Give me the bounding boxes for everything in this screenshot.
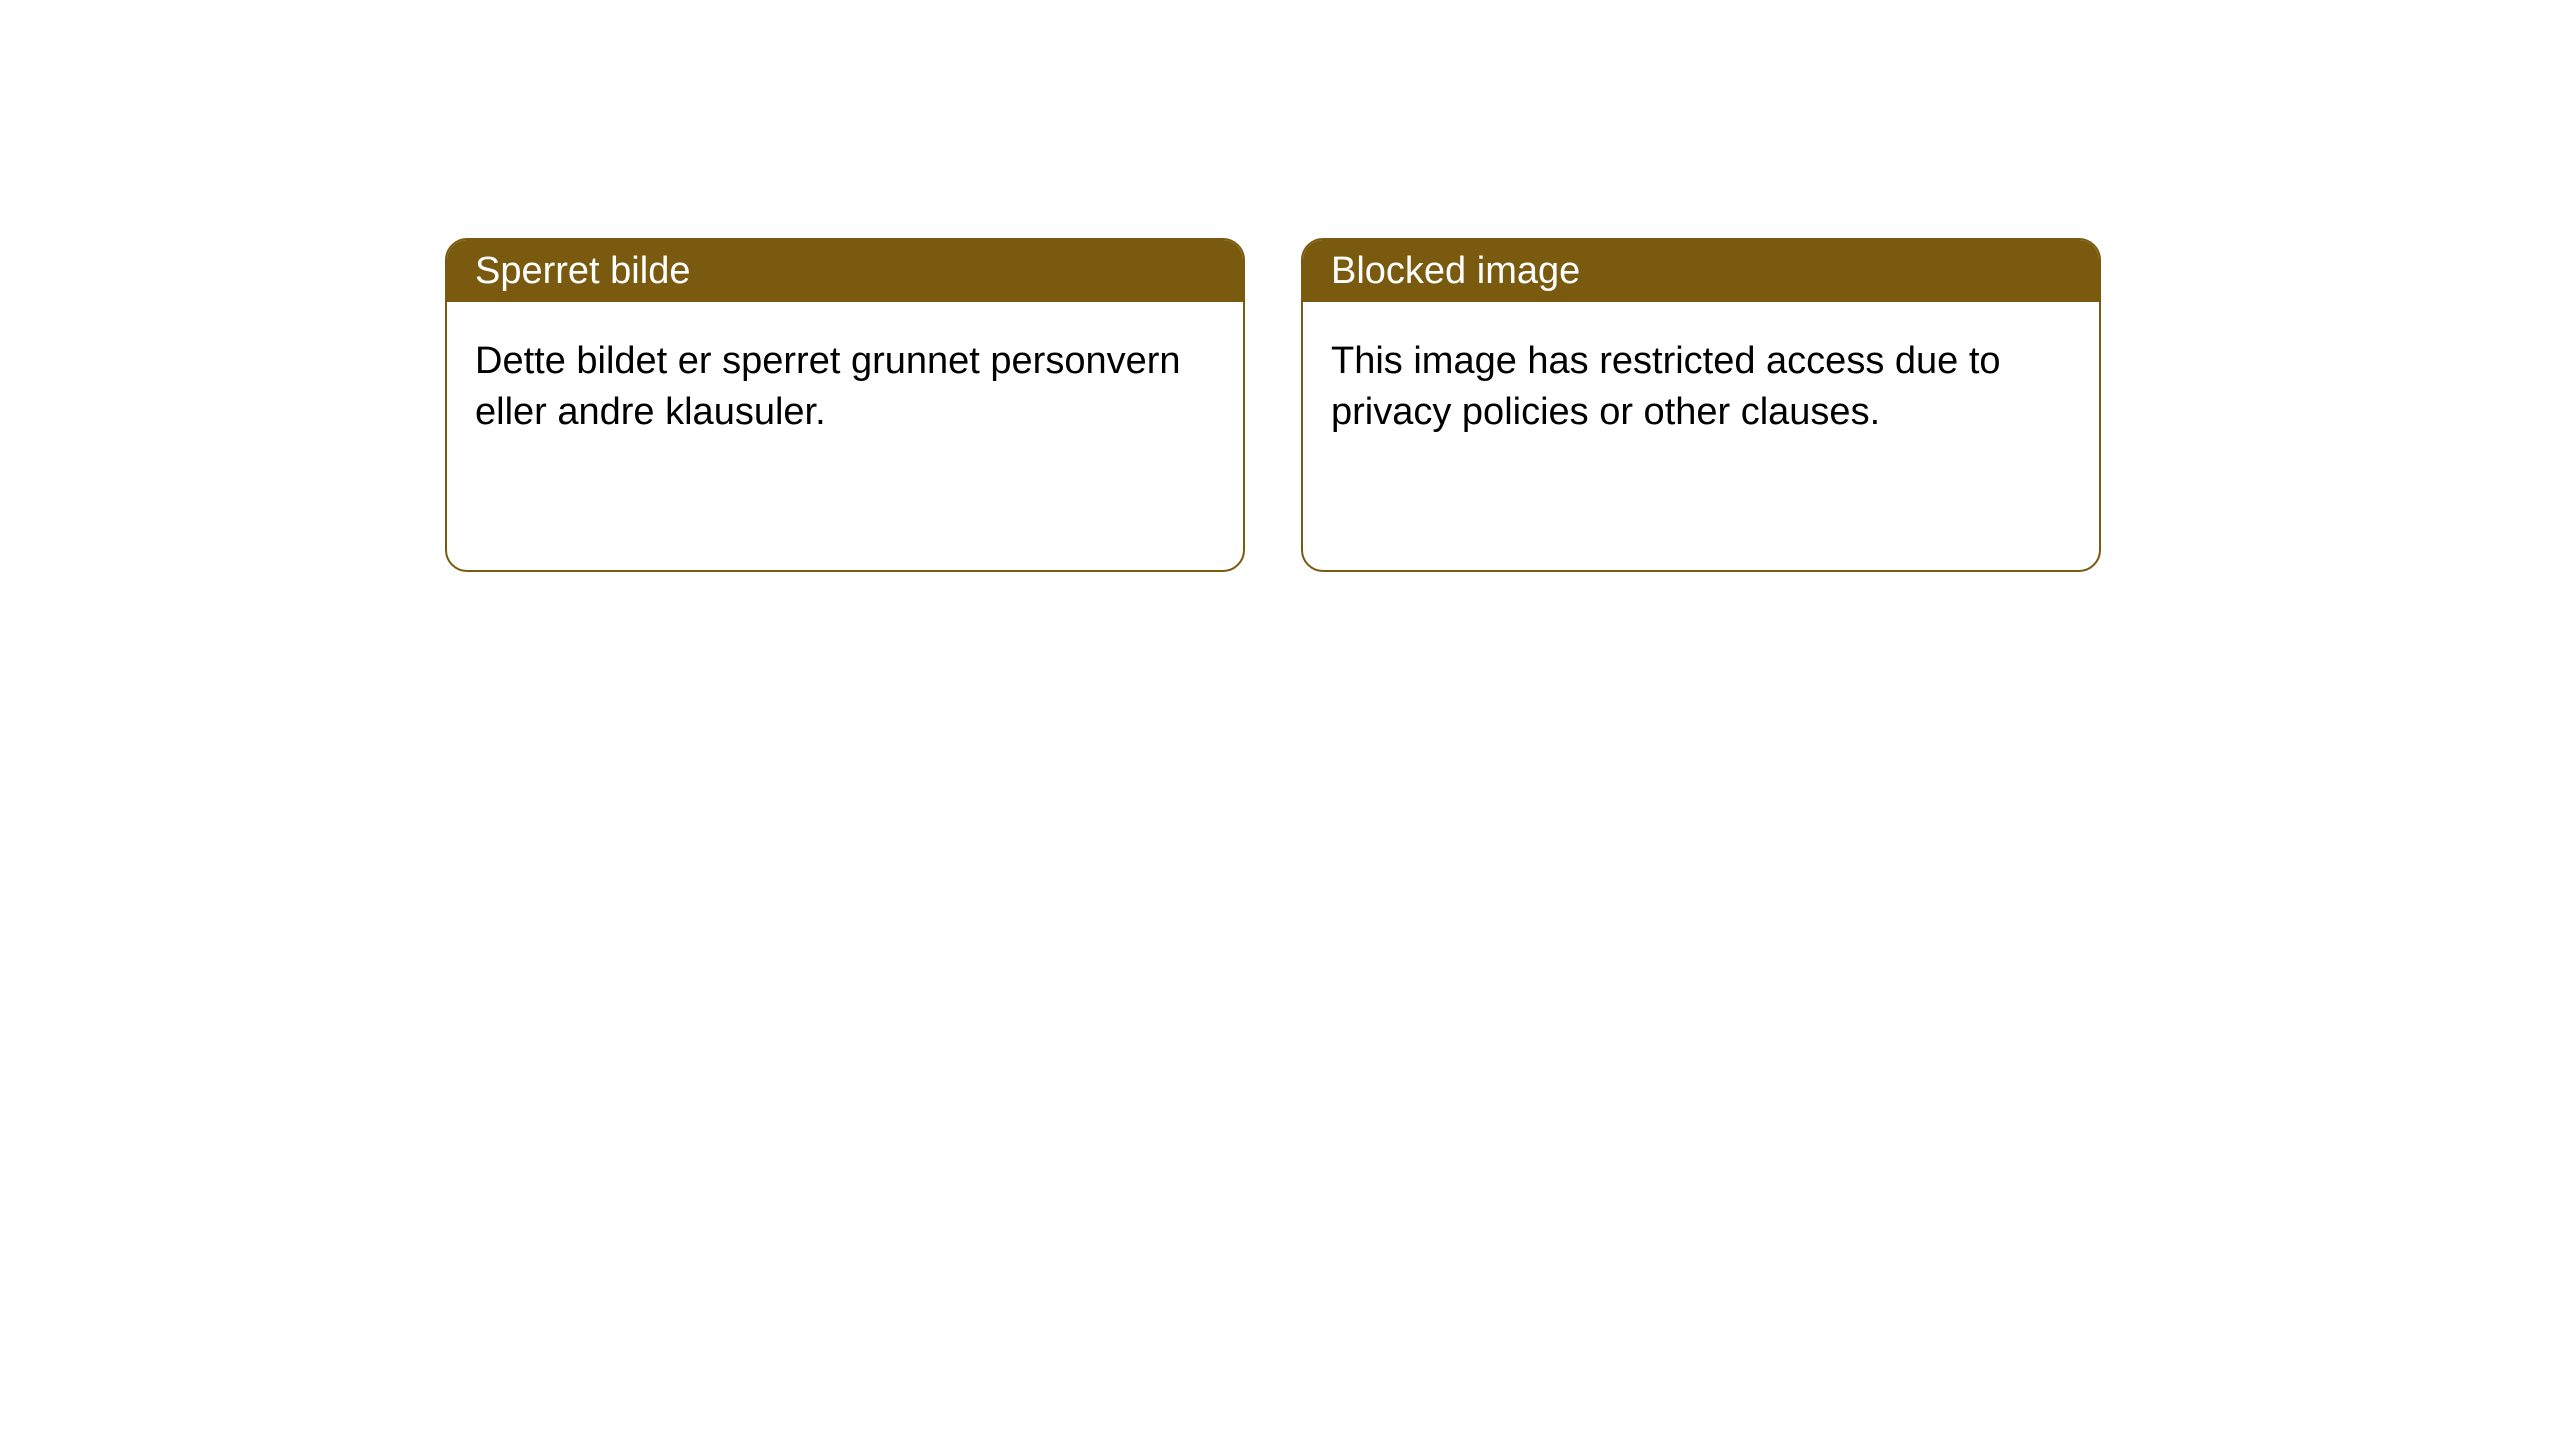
notice-card-english: Blocked image This image has restricted … xyxy=(1301,238,2101,572)
notice-body-text-english: This image has restricted access due to … xyxy=(1331,340,2001,433)
notice-title-norwegian: Sperret bilde xyxy=(475,250,690,293)
notice-header-norwegian: Sperret bilde xyxy=(447,240,1243,302)
notice-container: Sperret bilde Dette bildet er sperret gr… xyxy=(445,238,2101,572)
notice-body-norwegian: Dette bildet er sperret grunnet personve… xyxy=(447,302,1243,467)
notice-title-english: Blocked image xyxy=(1331,250,1580,293)
notice-card-norwegian: Sperret bilde Dette bildet er sperret gr… xyxy=(445,238,1245,572)
notice-header-english: Blocked image xyxy=(1303,240,2099,302)
notice-body-english: This image has restricted access due to … xyxy=(1303,302,2099,467)
notice-body-text-norwegian: Dette bildet er sperret grunnet personve… xyxy=(475,340,1181,433)
